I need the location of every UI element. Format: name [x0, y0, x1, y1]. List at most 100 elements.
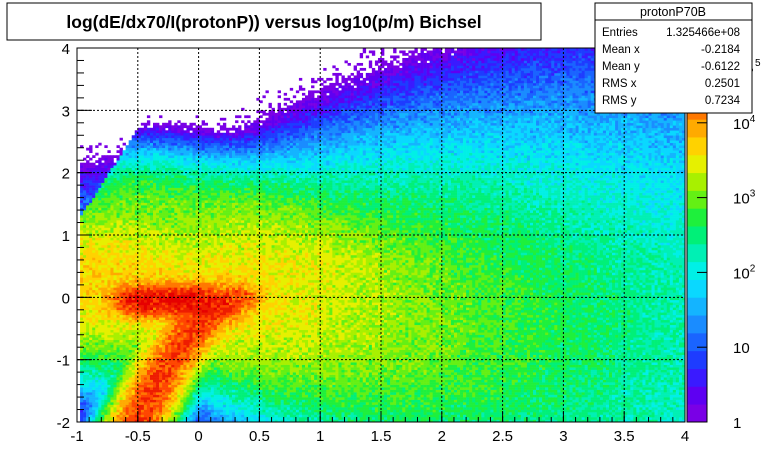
heatmap-cell: [95, 362, 98, 365]
heatmap-cell: [120, 320, 123, 323]
heatmap-cell: [150, 175, 153, 178]
heatmap-cell: [165, 223, 168, 226]
heatmap-cell: [165, 188, 168, 191]
heatmap-cell: [183, 270, 186, 273]
heatmap-cell: [180, 310, 183, 313]
heatmap-cell: [89, 175, 92, 178]
heatmap-cell: [171, 230, 174, 233]
heatmap-cell: [120, 237, 123, 240]
heatmap-cell: [86, 168, 89, 171]
heatmap-cell: [208, 412, 211, 415]
heatmap-cell: [208, 265, 211, 268]
heatmap-cell: [171, 350, 174, 353]
heatmap-cell: [156, 285, 159, 288]
heatmap-cell: [126, 325, 129, 328]
heatmap-cell: [183, 317, 186, 320]
heatmap-cell: [199, 387, 202, 390]
heatmap-cell: [80, 312, 83, 315]
heatmap-cell: [186, 397, 189, 400]
heatmap-cell: [144, 168, 147, 171]
heatmap-cell: [174, 193, 177, 196]
heatmap-cell: [153, 337, 156, 340]
heatmap-cell: [98, 287, 101, 290]
heatmap-cell: [86, 370, 89, 373]
heatmap-cell: [113, 362, 116, 365]
heatmap-cell: [101, 385, 104, 388]
heatmap-cell: [98, 185, 101, 188]
heatmap-cell: [153, 317, 156, 320]
heatmap-cell: [199, 397, 202, 400]
heatmap-cell: [189, 355, 192, 358]
heatmap-cell: [95, 265, 98, 268]
heatmap-cell: [86, 242, 89, 245]
heatmap-cell: [174, 242, 177, 245]
heatmap-cell: [177, 257, 180, 260]
heatmap-cell: [141, 350, 144, 353]
heatmap-cell: [156, 198, 159, 201]
heatmap-cell: [107, 415, 110, 418]
heatmap-cell: [208, 282, 211, 285]
heatmap-cell: [159, 325, 162, 328]
heatmap-cell: [193, 407, 196, 410]
heatmap-cell: [104, 190, 107, 193]
heatmap-cell: [126, 145, 129, 148]
heatmap-cell: [171, 225, 174, 228]
heatmap-cell: [165, 265, 168, 268]
heatmap-cell: [168, 240, 171, 243]
heatmap-cell: [138, 410, 141, 413]
heatmap-cell: [156, 407, 159, 410]
heatmap-cell: [199, 153, 202, 156]
heatmap-cell: [98, 195, 101, 198]
heatmap-cell: [202, 275, 205, 278]
heatmap-cell: [104, 325, 107, 328]
heatmap-cell: [168, 275, 171, 278]
heatmap-cell: [156, 247, 159, 250]
heatmap-cell: [107, 193, 110, 196]
heatmap-cell: [171, 267, 174, 270]
heatmap-cell: [141, 242, 144, 245]
heatmap-cell: [165, 190, 168, 193]
heatmap-cell: [144, 315, 147, 318]
heatmap-cell: [156, 128, 159, 131]
heatmap-cell: [107, 252, 110, 255]
heatmap-cell: [208, 193, 211, 196]
heatmap-cell: [186, 340, 189, 343]
heatmap-cell: [80, 292, 83, 295]
heatmap-cell: [205, 180, 208, 183]
heatmap-cell: [208, 153, 211, 156]
heatmap-cell: [89, 320, 92, 323]
heatmap-cell: [104, 385, 107, 388]
heatmap-cell: [205, 290, 208, 293]
heatmap-cell: [141, 158, 144, 161]
heatmap-cell: [86, 390, 89, 393]
heatmap-cell: [129, 397, 132, 400]
heatmap-cell: [129, 332, 132, 335]
heatmap-cell: [208, 310, 211, 313]
heatmap-cell: [110, 220, 113, 223]
heatmap-cell: [147, 215, 150, 218]
heatmap-cell: [168, 148, 171, 151]
heatmap-cell: [174, 315, 177, 318]
heatmap-cell: [156, 125, 159, 128]
heatmap-cell: [193, 380, 196, 383]
heatmap-cell: [205, 208, 208, 211]
heatmap-cell: [110, 160, 113, 163]
heatmap-cell: [162, 180, 165, 183]
heatmap-cell: [165, 332, 168, 335]
heatmap-cell: [180, 250, 183, 253]
heatmap-cell: [104, 160, 107, 163]
heatmap-cell: [83, 315, 86, 318]
heatmap-cell: [159, 277, 162, 280]
heatmap-cell: [141, 205, 144, 208]
heatmap-cell: [211, 267, 214, 270]
heatmap-cell: [123, 282, 126, 285]
heatmap-cell: [180, 367, 183, 370]
heatmap-cell: [202, 223, 205, 226]
heatmap-cell: [117, 290, 120, 293]
heatmap-cell: [189, 247, 192, 250]
heatmap-cell: [117, 292, 120, 295]
heatmap-cell: [101, 237, 104, 240]
heatmap-cell: [89, 270, 92, 273]
heatmap-cell: [174, 340, 177, 343]
heatmap-cell: [205, 385, 208, 388]
